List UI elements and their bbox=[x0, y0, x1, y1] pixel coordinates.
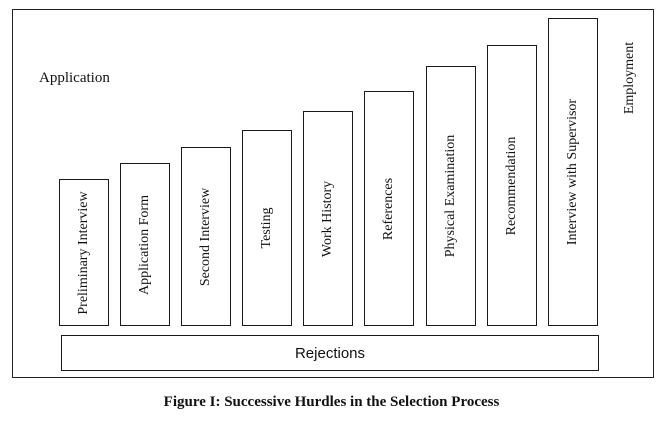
diagram-frame bbox=[12, 9, 654, 378]
hurdle-label: Application Form bbox=[137, 194, 152, 295]
start-label: Application bbox=[39, 70, 110, 86]
hurdle-label: References bbox=[381, 177, 396, 240]
hurdle-label: Interview with Supervisor bbox=[565, 98, 580, 246]
rejections-label: Rejections bbox=[294, 344, 366, 362]
hurdle-recommendation: Recommendation bbox=[487, 45, 537, 326]
rejections-bar: Rejections bbox=[61, 335, 599, 371]
hurdle-label: Preliminary Interview bbox=[76, 190, 91, 315]
hurdle-label: Recommendation bbox=[504, 136, 519, 235]
hurdle-testing: Testing bbox=[242, 130, 292, 326]
hurdle-interview-with-supervisor: Interview with Supervisor bbox=[548, 18, 598, 326]
hurdle-references: References bbox=[364, 91, 414, 326]
end-label: Employment bbox=[619, 40, 641, 116]
hurdle-label: Physical Examination bbox=[443, 134, 458, 258]
figure-caption: Figure I: Successive Hurdles in the Sele… bbox=[163, 394, 500, 410]
hurdle-preliminary-interview: Preliminary Interview bbox=[59, 179, 109, 326]
hurdle-work-history: Work History bbox=[303, 111, 353, 326]
end-label-text: Employment bbox=[622, 41, 637, 115]
hurdle-application-form: Application Form bbox=[120, 163, 170, 326]
hurdle-second-interview: Second Interview bbox=[181, 147, 231, 326]
hurdle-physical-examination: Physical Examination bbox=[426, 66, 476, 326]
hurdle-label: Work History bbox=[320, 180, 335, 257]
hurdle-label: Testing bbox=[259, 207, 274, 249]
hurdle-label: Second Interview bbox=[198, 187, 213, 286]
